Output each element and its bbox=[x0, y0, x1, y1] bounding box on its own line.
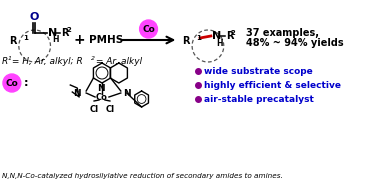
Text: highly efficient & selective: highly efficient & selective bbox=[204, 81, 341, 89]
Text: 1: 1 bbox=[196, 35, 201, 41]
Text: R: R bbox=[226, 31, 233, 41]
Text: N: N bbox=[212, 31, 221, 41]
Text: R: R bbox=[2, 57, 8, 66]
Text: N: N bbox=[48, 28, 57, 38]
Text: = Ar, alkyl: = Ar, alkyl bbox=[93, 57, 142, 66]
Text: Co: Co bbox=[6, 79, 18, 87]
Text: air-stable precatalyst: air-stable precatalyst bbox=[204, 94, 314, 104]
Text: R: R bbox=[183, 36, 190, 46]
Text: 2: 2 bbox=[91, 57, 95, 61]
Text: +: + bbox=[73, 33, 85, 47]
Text: N: N bbox=[74, 89, 81, 98]
Text: 1: 1 bbox=[8, 57, 11, 61]
Text: = H, Ar, alkyl; R: = H, Ar, alkyl; R bbox=[9, 57, 83, 66]
Text: Cl: Cl bbox=[105, 105, 115, 114]
Text: R: R bbox=[61, 28, 69, 38]
Text: N: N bbox=[123, 89, 130, 98]
Text: 1: 1 bbox=[23, 35, 28, 41]
Circle shape bbox=[3, 74, 21, 92]
Text: 37 examples,: 37 examples, bbox=[246, 28, 319, 38]
Circle shape bbox=[139, 20, 158, 38]
Text: 2: 2 bbox=[67, 27, 71, 33]
Text: Co: Co bbox=[142, 25, 155, 33]
Text: H: H bbox=[52, 36, 59, 44]
Text: :: : bbox=[24, 78, 28, 88]
Text: 48% ~ 94% yields: 48% ~ 94% yields bbox=[246, 38, 343, 48]
Text: 2: 2 bbox=[231, 30, 235, 36]
Text: R: R bbox=[9, 36, 17, 46]
Text: H: H bbox=[216, 38, 223, 48]
Text: wide substrate scope: wide substrate scope bbox=[204, 66, 313, 76]
Text: N,N,N-Co-catalyzed hydrosilylative reduction of secondary amides to amines.: N,N,N-Co-catalyzed hydrosilylative reduc… bbox=[2, 173, 283, 179]
Text: PMHS: PMHS bbox=[89, 35, 123, 45]
Text: Cl: Cl bbox=[90, 105, 99, 114]
Text: N: N bbox=[97, 84, 105, 93]
Text: Co: Co bbox=[96, 92, 108, 102]
Text: O: O bbox=[30, 12, 39, 22]
